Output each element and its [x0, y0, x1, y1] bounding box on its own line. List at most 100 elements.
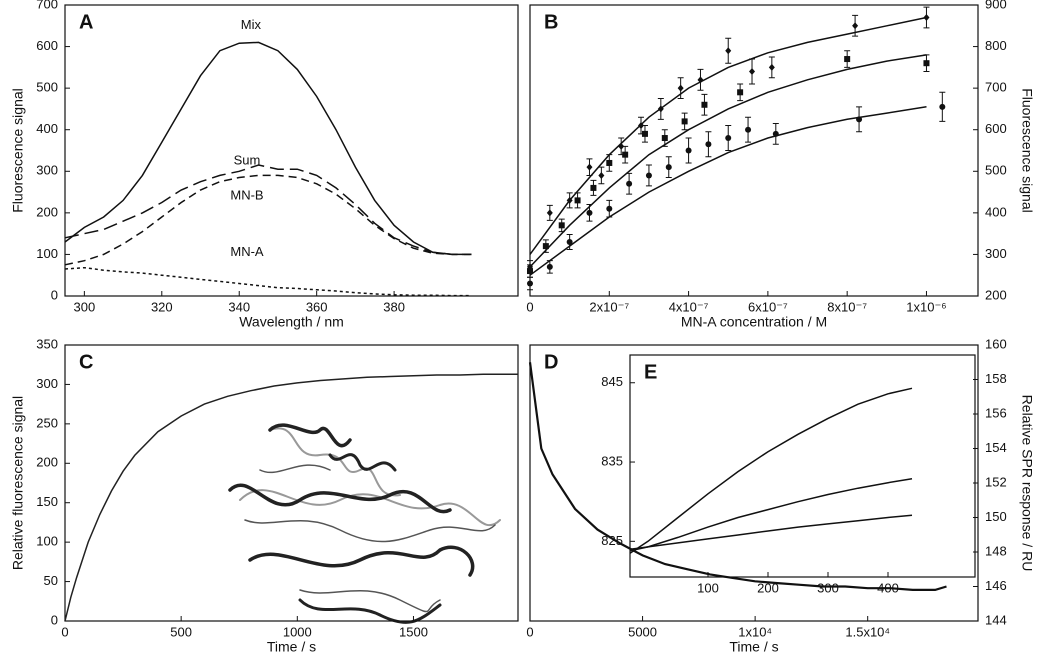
y-tick-label: 50 — [44, 573, 58, 588]
point — [574, 197, 581, 204]
y-tick-label: 835 — [601, 453, 623, 468]
y-tick-label: 250 — [36, 415, 58, 430]
point — [527, 280, 533, 287]
point — [645, 172, 652, 179]
point — [923, 13, 930, 21]
point — [923, 60, 930, 67]
point — [641, 130, 648, 137]
point — [772, 130, 779, 137]
curve-annotation: Mix — [241, 17, 262, 32]
point — [768, 63, 775, 71]
point — [737, 89, 744, 96]
curve-annotation: MN-B — [230, 188, 263, 203]
y-tick-label: 148 — [985, 543, 1007, 558]
y-tick-label: 400 — [36, 121, 58, 136]
y-tick-label: 100 — [36, 246, 58, 261]
y-tick-label: 100 — [36, 534, 58, 549]
fit-line — [529, 54, 927, 268]
y-axis-label: Fluorescence signal — [1019, 88, 1035, 213]
x-tick-label: 100 — [697, 580, 719, 595]
y-tick-label: 158 — [985, 371, 1007, 386]
x-axis-label: Wavelength / nm — [239, 314, 344, 330]
y-tick-label: 146 — [985, 578, 1007, 593]
point — [598, 171, 605, 179]
curve-annotation: MN-A — [230, 244, 264, 259]
panel-label: D — [544, 351, 558, 373]
y-tick-label: 825 — [601, 533, 623, 548]
point — [566, 196, 573, 204]
y-tick-label: 150 — [36, 494, 58, 509]
y-tick-label: 300 — [36, 376, 58, 391]
x-tick-label: 2x10⁻⁷ — [589, 299, 629, 314]
data-line — [629, 387, 913, 554]
x-tick-label: 200 — [757, 580, 779, 595]
point — [606, 159, 613, 166]
y-tick-label: 700 — [36, 0, 58, 11]
y-tick-label: 0 — [51, 612, 58, 627]
fit-line — [529, 16, 927, 255]
point — [852, 22, 859, 30]
point — [677, 84, 684, 92]
x-tick-label: 1500 — [399, 624, 428, 639]
panel-label: E — [644, 361, 657, 383]
point — [665, 164, 672, 171]
point — [590, 184, 597, 191]
x-axis-label: MN-A concentration / M — [681, 314, 827, 330]
x-axis-label: Time / s — [729, 639, 778, 655]
y-tick-label: 160 — [985, 336, 1007, 351]
point — [939, 103, 946, 110]
plot-frame — [629, 354, 976, 578]
x-tick-label: 300 — [817, 580, 839, 595]
x-tick-label: 0 — [526, 624, 533, 639]
y-tick-label: 150 — [985, 509, 1007, 524]
point — [701, 101, 708, 108]
protein-structure — [228, 423, 501, 624]
data-line — [528, 362, 947, 591]
y-axis-label: Fluorescence signal — [10, 88, 26, 213]
y-tick-label: 845 — [601, 374, 623, 389]
data-line — [64, 266, 472, 297]
y-tick-label: 350 — [36, 336, 58, 351]
y-tick-label: 0 — [51, 287, 58, 302]
y-tick-label: 900 — [985, 0, 1007, 11]
point — [527, 268, 533, 275]
x-tick-label: 1x10⁴ — [738, 624, 772, 639]
point — [626, 180, 633, 187]
point — [725, 135, 732, 142]
y-tick-label: 156 — [985, 405, 1007, 420]
y-tick-label: 800 — [985, 38, 1007, 53]
x-tick-label: 4x10⁻⁷ — [669, 299, 709, 314]
y-tick-label: 200 — [36, 455, 58, 470]
x-tick-label: 0 — [526, 299, 533, 314]
x-tick-label: 340 — [228, 299, 250, 314]
point — [745, 126, 752, 133]
x-tick-label: 1x10⁻⁶ — [906, 299, 946, 314]
x-tick-label: 1.5x10⁴ — [845, 624, 890, 639]
curve-annotation: Sum — [234, 152, 261, 167]
plot-frame — [64, 4, 519, 297]
x-tick-label: 1000 — [283, 624, 312, 639]
point — [542, 243, 549, 250]
y-tick-label: 154 — [985, 440, 1007, 455]
point — [657, 105, 664, 113]
panel-label: A — [79, 11, 93, 33]
point — [697, 76, 704, 84]
x-axis-label: Time / s — [267, 639, 316, 655]
x-tick-label: 0 — [61, 624, 68, 639]
panel-label: B — [544, 11, 558, 33]
point — [681, 118, 688, 125]
x-tick-label: 400 — [877, 580, 899, 595]
x-tick-label: 320 — [151, 299, 173, 314]
y-tick-label: 300 — [36, 163, 58, 178]
x-tick-label: 8x10⁻⁷ — [827, 299, 867, 314]
point — [844, 56, 851, 63]
x-tick-label: 500 — [170, 624, 192, 639]
point — [856, 116, 863, 123]
y-tick-label: 600 — [985, 121, 1007, 136]
point — [749, 68, 756, 76]
point — [606, 205, 613, 212]
data-line — [629, 514, 913, 551]
y-tick-label: 600 — [36, 38, 58, 53]
data-line — [64, 164, 472, 256]
